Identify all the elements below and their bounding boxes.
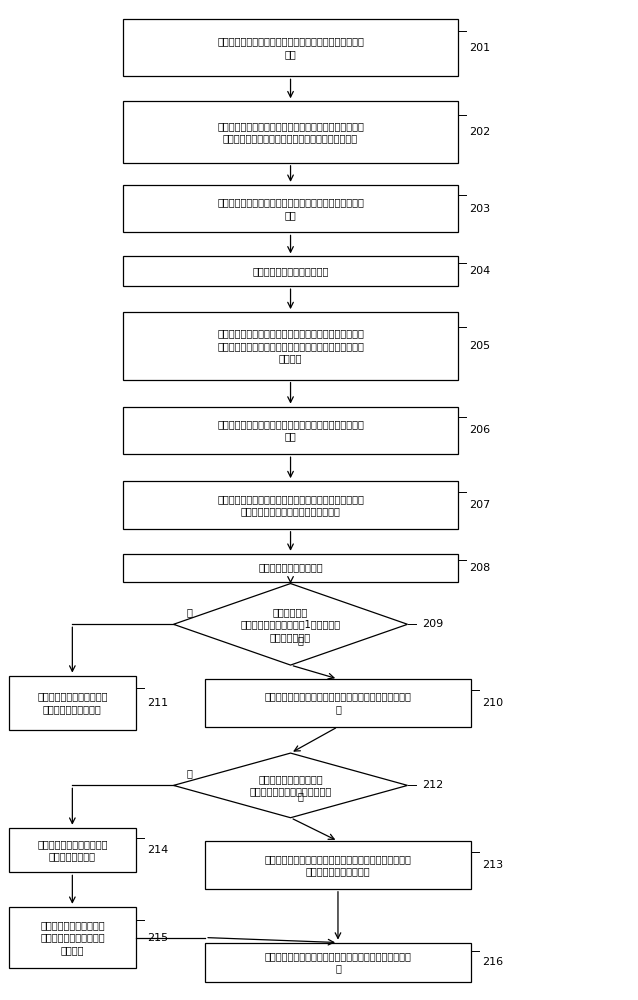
Text: 211: 211 [147, 698, 168, 708]
Text: 215: 215 [147, 933, 168, 943]
Text: 将所述至少两个新的几何结构中的待处理数据分配给处于
同一空间维度的不同进程: 将所述至少两个新的几何结构中的待处理数据分配给处于 同一空间维度的不同进程 [265, 854, 412, 876]
Text: 202: 202 [470, 127, 491, 137]
Text: 216: 216 [482, 957, 503, 967]
FancyBboxPatch shape [9, 676, 136, 730]
Text: 207: 207 [470, 500, 491, 510]
FancyBboxPatch shape [123, 19, 458, 76]
Text: 203: 203 [470, 204, 491, 214]
Text: 是: 是 [297, 635, 303, 645]
Text: 根据所述几何结构的结构特性，对所述立体化的几何结构
进行分割，形成至少两个新的几何结构: 根据所述几何结构的结构特性，对所述立体化的几何结构 进行分割，形成至少两个新的几… [217, 494, 364, 516]
FancyBboxPatch shape [123, 554, 458, 582]
Text: 确定所述数据空间的环境参数: 确定所述数据空间的环境参数 [253, 266, 329, 276]
Text: 将待处理数据分配给处于不
同空间维度的进程: 将待处理数据分配给处于不 同空间维度的进程 [37, 839, 108, 861]
Text: 控制不同空间维度的进程
并行处理被分配的所述待
处理数据: 控制不同空间维度的进程 并行处理被分配的所述待 处理数据 [40, 920, 105, 955]
FancyBboxPatch shape [123, 407, 458, 454]
Text: 建立数据空间，将数据的指针和地址信息存储在所述数据
空间: 建立数据空间，将数据的指针和地址信息存储在所述数据 空间 [217, 36, 364, 59]
FancyBboxPatch shape [205, 943, 471, 982]
FancyBboxPatch shape [205, 679, 471, 727]
Text: 206: 206 [470, 425, 491, 435]
FancyBboxPatch shape [123, 101, 458, 163]
Text: 是: 是 [297, 791, 303, 801]
FancyBboxPatch shape [205, 841, 471, 889]
Text: 否: 否 [186, 768, 192, 778]
FancyBboxPatch shape [123, 481, 458, 529]
FancyBboxPatch shape [123, 185, 458, 232]
Text: 210: 210 [482, 698, 503, 708]
Polygon shape [174, 753, 408, 818]
Text: 为所述数据空间划分五维的空间维度，使计算机的进程运
行在空间维度上，不同空间维度间的进程没有依赖性: 为所述数据空间划分五维的空间维度，使计算机的进程运 行在空间维度上，不同空间维度… [217, 121, 364, 143]
Text: 判断为所述数据处理方法
分配进程是否处于同一空间维度: 判断为所述数据处理方法 分配进程是否处于同一空间维度 [249, 774, 332, 797]
Text: 否: 否 [186, 607, 192, 617]
Text: 209: 209 [422, 619, 443, 629]
FancyBboxPatch shape [123, 312, 458, 380]
Text: 212: 212 [422, 780, 443, 790]
FancyBboxPatch shape [9, 907, 136, 968]
Text: 214: 214 [147, 845, 168, 855]
Text: 为上述权限维度和时间维度生成对应的所述待处理数据的
副本: 为上述权限维度和时间维度生成对应的所述待处理数据的 副本 [217, 197, 364, 220]
Text: 控制同一空间维度的进程并行处理被分配的所述待处理数
据: 控制同一空间维度的进程并行处理被分配的所述待处理数 据 [265, 951, 412, 974]
FancyBboxPatch shape [123, 256, 458, 286]
Text: 将待处理数据副本抽象为所述数据空间中的立体化的几何
结构: 将待处理数据副本抽象为所述数据空间中的立体化的几何 结构 [217, 419, 364, 442]
Text: 获取新的几何结构的个数: 获取新的几何结构的个数 [258, 563, 323, 573]
Text: 通过存储于所述数据空间中的指针和地址信息，根据所述
确定的数据空间的环境参数，将待处理数据副本载入所述
数据空间: 通过存储于所述数据空间中的指针和地址信息，根据所述 确定的数据空间的环境参数，将… [217, 328, 364, 363]
Text: 208: 208 [470, 563, 491, 573]
Text: 待处理数据可以进行多维化处理，为数据处理方法分配进
程: 待处理数据可以进行多维化处理，为数据处理方法分配进 程 [265, 692, 412, 714]
Text: 判断所述新的
几何结构的个数大于等于1，且小于处
理器个数的两倍: 判断所述新的 几何结构的个数大于等于1，且小于处 理器个数的两倍 [241, 607, 341, 642]
Polygon shape [174, 584, 408, 665]
Text: 204: 204 [470, 266, 491, 276]
Text: 待处理数据不能够进行多维
化处理，结束处理进程: 待处理数据不能够进行多维 化处理，结束处理进程 [37, 692, 108, 714]
FancyBboxPatch shape [9, 828, 136, 872]
Text: 205: 205 [470, 341, 491, 351]
Text: 201: 201 [470, 43, 491, 53]
Text: 213: 213 [482, 860, 503, 870]
